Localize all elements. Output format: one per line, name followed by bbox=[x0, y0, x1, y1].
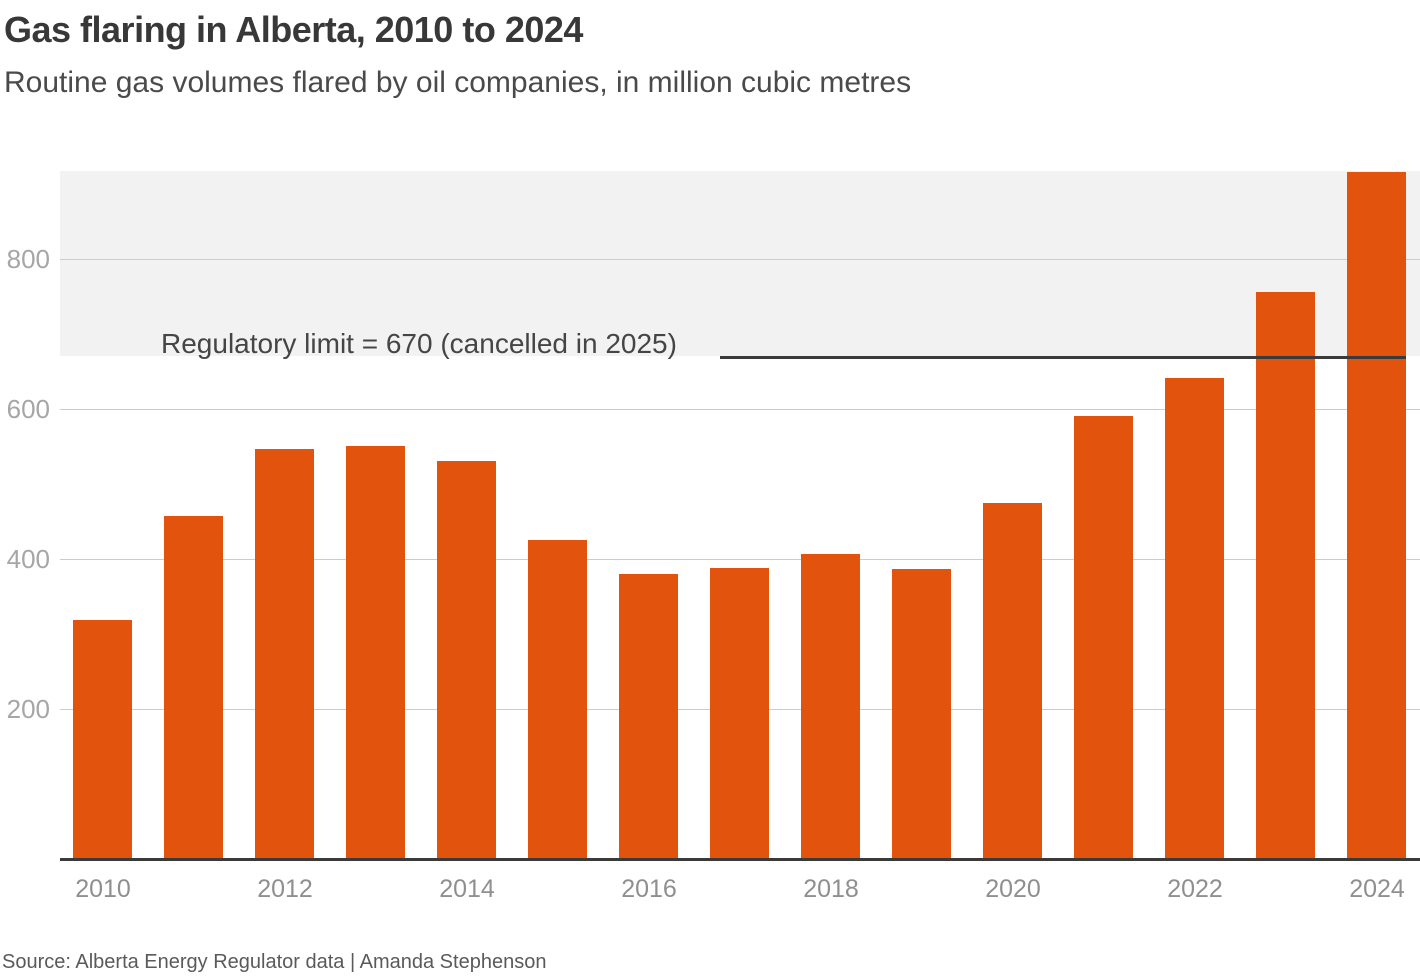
chart-title: Gas flaring in Alberta, 2010 to 2024 bbox=[4, 9, 583, 50]
bar-2022 bbox=[1165, 378, 1224, 859]
x-tick-label-2012: 2012 bbox=[257, 875, 313, 903]
x-tick-label-2014: 2014 bbox=[439, 875, 495, 903]
gridline-800 bbox=[60, 259, 1420, 260]
regulatory-limit-line bbox=[720, 356, 1406, 359]
bar-2011 bbox=[164, 516, 223, 859]
bar-2018 bbox=[801, 554, 860, 859]
regulatory-limit-label: Regulatory limit = 670 (cancelled in 202… bbox=[161, 328, 677, 359]
source-credit: Source: Alberta Energy Regulator data | … bbox=[2, 951, 547, 973]
gridline-600 bbox=[60, 409, 1420, 410]
x-tick-label-2016: 2016 bbox=[621, 875, 677, 903]
x-tick-label-2010: 2010 bbox=[75, 875, 131, 903]
bar-2010 bbox=[73, 620, 132, 859]
y-tick-label-600: 600 bbox=[6, 394, 50, 424]
plot-area: Regulatory limit = 670 (cancelled in 202… bbox=[60, 171, 1420, 859]
y-tick-label-400: 400 bbox=[6, 544, 50, 574]
bar-2014 bbox=[437, 461, 496, 859]
x-axis-line bbox=[60, 858, 1420, 861]
y-tick-label-800: 800 bbox=[6, 244, 50, 274]
gridline-400 bbox=[60, 559, 1420, 560]
above-limit-band bbox=[60, 171, 1420, 356]
bar-2015 bbox=[528, 540, 587, 859]
bar-2021 bbox=[1074, 416, 1133, 859]
bar-2017 bbox=[710, 568, 769, 859]
x-tick-label-2022: 2022 bbox=[1167, 875, 1223, 903]
y-tick-label-200: 200 bbox=[6, 694, 50, 724]
chart-subtitle: Routine gas volumes flared by oil compan… bbox=[4, 66, 912, 99]
bar-2024 bbox=[1347, 172, 1406, 859]
x-tick-label-2024: 2024 bbox=[1349, 875, 1405, 903]
bar-2016 bbox=[619, 574, 678, 859]
bar-2020 bbox=[983, 503, 1042, 859]
bar-2023 bbox=[1256, 292, 1315, 859]
x-tick-label-2018: 2018 bbox=[803, 875, 859, 903]
bar-2019 bbox=[892, 569, 951, 859]
bar-2012 bbox=[255, 449, 314, 859]
x-tick-label-2020: 2020 bbox=[985, 875, 1041, 903]
bar-2013 bbox=[346, 446, 405, 859]
